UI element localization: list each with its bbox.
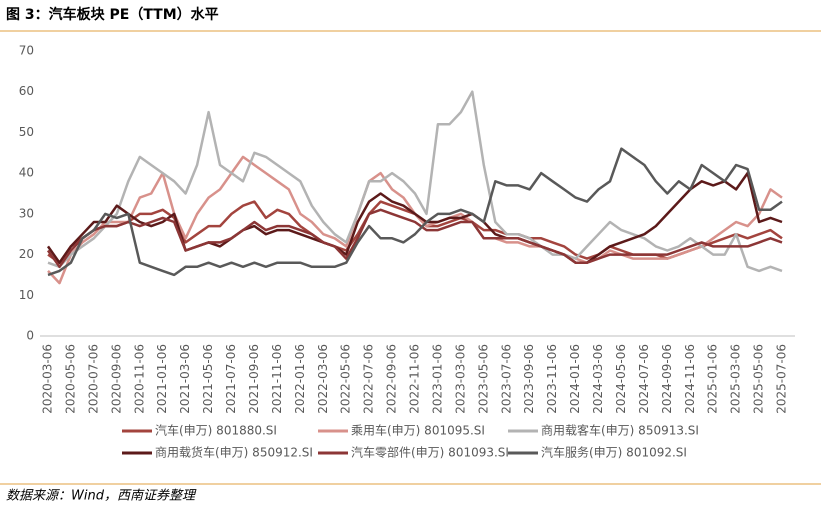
y-tick-label: 10 [19, 288, 34, 302]
x-tick-label: 2022-09-06 [385, 344, 399, 414]
legend-label: 汽车零部件(申万) 801093.SI [351, 445, 509, 460]
x-tick-label: 2021-11-06 [270, 344, 284, 414]
x-tick-label: 2025-03-06 [729, 344, 743, 414]
series-line [46, 208, 783, 269]
x-tick-label: 2020-07-06 [86, 344, 100, 414]
x-tick-label: 2020-11-06 [132, 344, 146, 414]
series-line [47, 90, 783, 273]
x-tick-label: 2021-01-06 [155, 344, 169, 414]
x-tick-label: 2023-09-06 [522, 344, 536, 414]
x-tick-label: 2020-03-06 [41, 344, 55, 414]
x-tick-label: 2020-05-06 [63, 344, 77, 414]
y-tick-label: 20 [19, 247, 34, 261]
x-tick-label: 2024-05-06 [614, 344, 628, 414]
x-tick-label: 2022-07-06 [362, 344, 376, 414]
y-tick-label: 50 [19, 125, 34, 139]
y-tick-label: 30 [19, 206, 34, 220]
x-tick-label: 2021-09-06 [247, 344, 261, 414]
y-tick-label: 70 [19, 44, 34, 58]
x-tick-label: 2024-11-06 [683, 344, 697, 414]
legend-label: 汽车服务(申万) 801092.SI [541, 445, 687, 460]
source-note: 数据来源：Wind，西南证券整理 [6, 489, 197, 504]
x-tick-label: 2024-01-06 [568, 344, 582, 414]
x-tick-label: 2023-07-06 [499, 344, 513, 414]
x-tick-label: 2022-05-06 [339, 344, 353, 414]
legend-label: 汽车(申万) 801880.SI [155, 423, 277, 438]
x-tick-label: 2023-01-06 [430, 344, 444, 414]
x-tick-label: 2021-03-06 [178, 344, 192, 414]
x-tick-label: 2024-07-06 [637, 344, 651, 414]
series-line [46, 171, 783, 264]
chart-title: 图 3：汽车板块 PE（TTM）水平 [6, 6, 219, 23]
series-line [47, 147, 783, 277]
legend-label: 商用载货车(申万) 850912.SI [155, 445, 313, 460]
x-tick-label: 2021-05-06 [201, 344, 215, 414]
x-tick-label: 2025-05-06 [752, 344, 766, 414]
y-tick-label: 0 [26, 329, 34, 343]
x-tick-label: 2021-07-06 [224, 344, 238, 414]
y-tick-label: 40 [19, 166, 34, 180]
legend-label: 乘用车(申万) 801095.SI [351, 423, 485, 438]
x-tick-label: 2023-03-06 [453, 344, 467, 414]
x-tick-label: 2024-03-06 [591, 344, 605, 414]
x-tick-label: 2022-11-06 [408, 344, 422, 414]
x-tick-label: 2023-05-06 [476, 344, 490, 414]
x-tick-label: 2025-01-06 [706, 344, 720, 414]
x-tick-label: 2024-09-06 [660, 344, 674, 414]
legend-label: 商用载客车(申万) 850913.SI [541, 423, 699, 438]
x-tick-label: 2020-09-06 [109, 344, 123, 414]
x-tick-label: 2023-11-06 [545, 344, 559, 414]
x-tick-label: 2025-07-06 [775, 344, 789, 414]
x-tick-label: 2022-01-06 [293, 344, 307, 414]
x-tick-label: 2022-03-06 [316, 344, 330, 414]
y-tick-label: 60 [19, 84, 34, 98]
